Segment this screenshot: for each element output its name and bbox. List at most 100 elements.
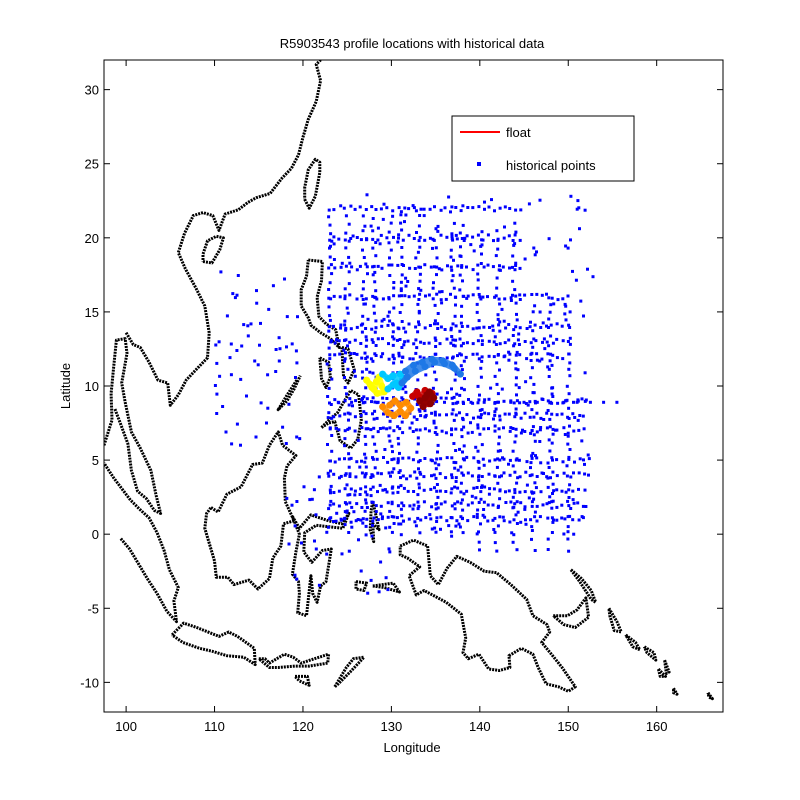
- historical-point: [383, 448, 387, 451]
- historical-point: [417, 320, 420, 324]
- historical-point: [511, 464, 515, 468]
- historical-point: [416, 330, 420, 334]
- historical-point: [530, 408, 534, 412]
- historical-point: [446, 264, 449, 268]
- historical-point: [545, 340, 549, 344]
- historical-point: [398, 469, 402, 473]
- historical-point: [399, 280, 403, 284]
- historical-point: [524, 518, 527, 522]
- historical-point: [535, 456, 539, 460]
- historical-point: [432, 281, 435, 285]
- historical-point: [475, 326, 479, 330]
- historical-point: [550, 412, 554, 416]
- historical-point: [354, 399, 358, 403]
- float-profile-point: [426, 400, 434, 408]
- historical-point: [567, 457, 571, 461]
- historical-point: [328, 488, 332, 492]
- x-tick-label: 120: [292, 719, 314, 734]
- historical-point: [435, 392, 439, 396]
- historical-point: [456, 264, 460, 268]
- historical-point: [482, 427, 486, 431]
- historical-point: [400, 273, 404, 277]
- historical-point: [497, 427, 501, 431]
- historical-point: [404, 330, 408, 334]
- historical-point: [539, 490, 543, 494]
- historical-point: [524, 522, 528, 526]
- historical-point: [386, 588, 390, 592]
- historical-point: [402, 264, 405, 267]
- historical-point: [335, 338, 338, 342]
- historical-point: [446, 391, 449, 395]
- historical-point: [337, 237, 341, 241]
- historical-point: [477, 398, 481, 402]
- historical-point: [500, 307, 504, 311]
- historical-point: [330, 416, 334, 420]
- historical-point: [513, 491, 517, 495]
- historical-point: [514, 261, 518, 265]
- historical-point: [581, 414, 585, 418]
- historical-point: [359, 238, 363, 242]
- historical-point: [549, 352, 553, 356]
- historical-point: [529, 352, 533, 356]
- historical-point: [453, 485, 457, 489]
- historical-point: [482, 508, 486, 511]
- float-profile-point: [409, 392, 417, 400]
- historical-point: [390, 530, 394, 534]
- historical-point: [386, 414, 390, 418]
- historical-point: [475, 310, 479, 314]
- historical-point: [381, 396, 385, 400]
- historical-point: [349, 456, 353, 460]
- historical-point: [571, 269, 574, 273]
- historical-point: [379, 512, 383, 516]
- historical-point: [360, 398, 364, 402]
- historical-point: [454, 338, 458, 342]
- historical-point: [412, 503, 416, 507]
- historical-point: [454, 206, 458, 209]
- historical-point: [384, 526, 388, 530]
- coastline: [368, 501, 381, 544]
- historical-point: [258, 343, 261, 347]
- historical-point: [490, 198, 493, 202]
- historical-point: [581, 504, 585, 508]
- historical-point: [343, 429, 347, 433]
- historical-point: [567, 392, 571, 396]
- historical-point: [579, 299, 583, 303]
- historical-point: [433, 303, 437, 307]
- historical-point: [374, 504, 378, 508]
- historical-point: [235, 349, 239, 352]
- historical-point: [516, 510, 520, 514]
- historical-point: [397, 236, 400, 240]
- historical-point: [375, 297, 379, 301]
- historical-point: [329, 499, 333, 503]
- historical-point: [333, 353, 337, 357]
- historical-point: [439, 502, 443, 506]
- historical-point: [488, 487, 492, 491]
- historical-point: [401, 431, 405, 435]
- historical-point: [550, 516, 554, 520]
- historical-point: [382, 412, 385, 416]
- historical-point: [550, 363, 554, 367]
- historical-point: [362, 395, 366, 399]
- historical-point: [347, 239, 351, 243]
- historical-point: [329, 491, 332, 495]
- historical-point: [343, 473, 347, 477]
- historical-point: [450, 504, 454, 508]
- historical-point: [460, 237, 464, 240]
- historical-point: [491, 328, 495, 332]
- historical-point: [551, 353, 555, 357]
- historical-point: [435, 457, 439, 461]
- historical-point: [360, 459, 363, 463]
- historical-point: [314, 513, 318, 517]
- historical-point: [395, 516, 399, 520]
- historical-point: [513, 502, 517, 506]
- historical-point: [513, 242, 517, 246]
- historical-point: [576, 398, 580, 402]
- historical-point: [527, 496, 531, 500]
- historical-point: [568, 342, 572, 346]
- historical-point: [371, 456, 374, 460]
- historical-point: [371, 217, 375, 220]
- float-profile-point: [441, 360, 448, 368]
- historical-point: [350, 525, 354, 529]
- historical-point: [348, 340, 352, 344]
